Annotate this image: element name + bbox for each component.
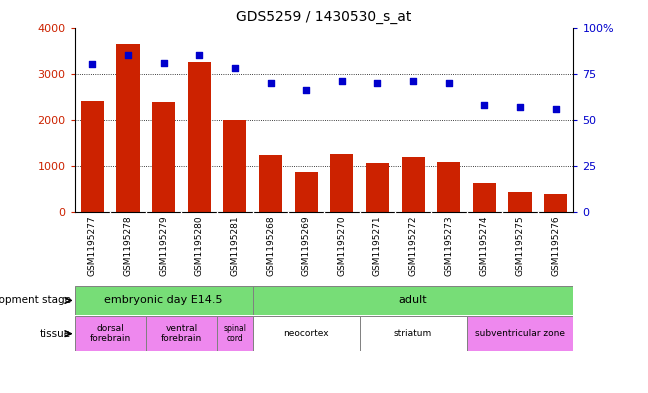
- Bar: [253, 286, 573, 315]
- Bar: [366, 163, 389, 212]
- Point: [123, 52, 133, 58]
- Title: GDS5259 / 1430530_s_at: GDS5259 / 1430530_s_at: [237, 10, 411, 24]
- Bar: [544, 194, 567, 212]
- Point: [479, 102, 490, 108]
- Point: [515, 104, 525, 110]
- Text: adult: adult: [399, 296, 428, 305]
- Text: spinal
cord: spinal cord: [224, 324, 246, 343]
- Point: [550, 106, 561, 112]
- Bar: [75, 286, 253, 315]
- Text: GSM1195275: GSM1195275: [516, 216, 524, 277]
- Text: dorsal
forebrain: dorsal forebrain: [89, 324, 131, 343]
- Bar: [81, 101, 104, 212]
- Bar: [360, 316, 467, 351]
- Bar: [217, 316, 253, 351]
- Bar: [253, 316, 360, 351]
- Point: [194, 52, 205, 58]
- Text: ventral
forebrain: ventral forebrain: [161, 324, 202, 343]
- Bar: [188, 62, 211, 212]
- Bar: [330, 154, 353, 212]
- Text: GSM1195274: GSM1195274: [480, 216, 489, 276]
- Text: GSM1195268: GSM1195268: [266, 216, 275, 277]
- Text: GSM1195270: GSM1195270: [338, 216, 346, 277]
- Bar: [259, 155, 282, 212]
- Bar: [146, 316, 217, 351]
- Bar: [295, 172, 318, 212]
- Bar: [467, 316, 573, 351]
- Bar: [224, 120, 246, 212]
- Bar: [152, 102, 175, 212]
- Text: GSM1195279: GSM1195279: [159, 216, 168, 277]
- Point: [337, 78, 347, 84]
- Bar: [402, 157, 424, 212]
- Text: GSM1195277: GSM1195277: [88, 216, 97, 277]
- Text: neocortex: neocortex: [283, 329, 329, 338]
- Point: [443, 80, 454, 86]
- Point: [372, 80, 382, 86]
- Point: [301, 87, 311, 94]
- Text: GSM1195271: GSM1195271: [373, 216, 382, 277]
- Text: GSM1195276: GSM1195276: [551, 216, 560, 277]
- Bar: [75, 316, 146, 351]
- Text: GSM1195272: GSM1195272: [409, 216, 417, 276]
- Point: [158, 59, 168, 66]
- Text: GSM1195281: GSM1195281: [231, 216, 239, 277]
- Text: GSM1195278: GSM1195278: [124, 216, 132, 277]
- Point: [87, 61, 97, 68]
- Bar: [473, 183, 496, 212]
- Text: subventricular zone: subventricular zone: [475, 329, 565, 338]
- Bar: [117, 44, 139, 212]
- Point: [229, 65, 240, 71]
- Text: GSM1195273: GSM1195273: [445, 216, 453, 277]
- Bar: [509, 192, 531, 212]
- Text: striatum: striatum: [394, 329, 432, 338]
- Bar: [437, 162, 460, 212]
- Point: [265, 80, 275, 86]
- Point: [408, 78, 419, 84]
- Text: GSM1195280: GSM1195280: [195, 216, 203, 277]
- Text: embryonic day E14.5: embryonic day E14.5: [104, 296, 223, 305]
- Text: tissue: tissue: [40, 329, 71, 339]
- Text: GSM1195269: GSM1195269: [302, 216, 310, 277]
- Text: development stage: development stage: [0, 296, 71, 305]
